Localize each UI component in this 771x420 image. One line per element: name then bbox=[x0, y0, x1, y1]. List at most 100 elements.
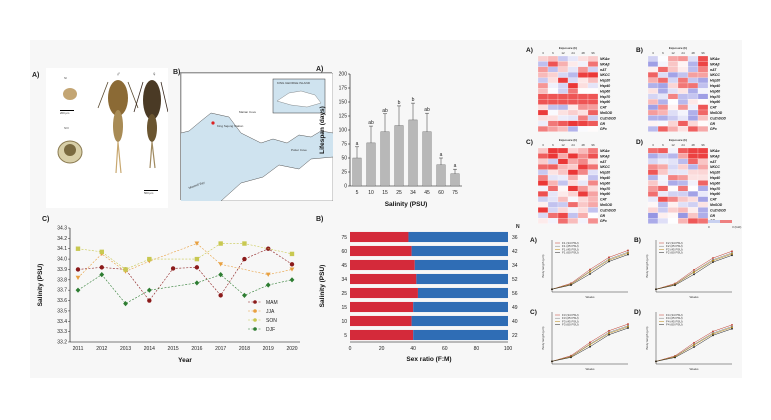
gene-label: NKAβ bbox=[710, 62, 719, 66]
heatmap-cell bbox=[687, 169, 699, 176]
heatmap-cell bbox=[547, 104, 559, 111]
heatmap-cell bbox=[577, 164, 589, 170]
heatmap-cell bbox=[557, 66, 569, 73]
hour-label: 48 bbox=[581, 51, 585, 55]
salinity-chart: 33.2 33.3 33.4 33.5 33.6 33.7 33.8 33.9 34.0 34.1… bbox=[37, 226, 300, 364]
x-tick-label: 45 bbox=[424, 190, 430, 196]
lifespan-bar bbox=[380, 131, 390, 187]
y-tick-label: 10 bbox=[341, 319, 347, 325]
heatmap-cell bbox=[687, 180, 699, 186]
heatmap-cell bbox=[647, 169, 659, 176]
hour-label: 24 bbox=[681, 51, 685, 55]
heatmap-cell bbox=[537, 180, 549, 186]
heatmap-cell bbox=[577, 201, 589, 208]
heatmap-cell bbox=[647, 174, 659, 181]
heatmap-cell bbox=[557, 169, 569, 176]
heatmap-cell bbox=[647, 180, 659, 186]
heatmap-cell bbox=[667, 126, 679, 132]
heatmap-cell bbox=[557, 55, 569, 62]
heatmap-cell bbox=[647, 99, 659, 105]
heatmap-cell bbox=[557, 126, 569, 132]
heatmap-cell bbox=[537, 72, 549, 78]
heatmap-cell bbox=[657, 109, 669, 116]
n-header: N bbox=[516, 224, 520, 230]
nauplius-tag: NI bbox=[64, 76, 67, 80]
y-axis-title: Body length (μm) bbox=[541, 255, 545, 278]
y-tick-label: 33.6 bbox=[57, 298, 67, 304]
heatmap-cell bbox=[687, 77, 699, 84]
growth-point bbox=[627, 323, 629, 325]
growth-point bbox=[712, 261, 714, 264]
gene-label: Hsp60 bbox=[710, 181, 720, 185]
legend-label: F3 (45 PSU) bbox=[562, 319, 579, 323]
y-tick-label: 33.8 bbox=[57, 277, 67, 283]
heatmap-cell bbox=[687, 99, 699, 105]
growth-point bbox=[712, 334, 714, 337]
heatmap-cell bbox=[667, 82, 679, 89]
legend-label: F1 (45 PSU) bbox=[562, 247, 579, 251]
heatmap-cell bbox=[697, 185, 709, 192]
legend-label: F4 (25 PSU) bbox=[666, 316, 683, 320]
heatmap-cell bbox=[657, 207, 669, 213]
growth-point bbox=[731, 323, 733, 326]
hour-label: 96 bbox=[701, 51, 705, 55]
heatmap-cell bbox=[537, 99, 549, 105]
heatmap-cell bbox=[587, 93, 599, 100]
growth-point bbox=[589, 270, 591, 273]
heatmap-cell bbox=[667, 158, 679, 165]
heatmap-cell bbox=[547, 207, 559, 213]
sexratio-chart: N 75 36 60 42 45 34 34 52 25 56 15 49 10 40 5 22 0 20 40 60 8… bbox=[319, 224, 520, 363]
heatmap-cell bbox=[587, 82, 599, 89]
heatmap-cell bbox=[567, 99, 579, 105]
x-tick-label: 2016 bbox=[191, 346, 202, 352]
gene-label: nAT bbox=[600, 68, 607, 72]
heatmap-cell bbox=[537, 55, 549, 62]
heatmap-cell bbox=[547, 66, 559, 73]
gene-label: CAT bbox=[600, 198, 608, 202]
legend-label: F2 (34 PSU) bbox=[666, 241, 683, 245]
scale-bar-small: 200 μm bbox=[60, 110, 74, 115]
heatmap-cell bbox=[687, 93, 699, 100]
heatmap-cell bbox=[567, 180, 579, 186]
heatmap-cell bbox=[657, 158, 669, 165]
heatmap-cell bbox=[697, 88, 709, 94]
heatmap-cell bbox=[537, 93, 549, 100]
legend-label: F1 (60 PSU) bbox=[562, 251, 579, 255]
heatmap-cell bbox=[647, 55, 659, 62]
heatmap-cell bbox=[687, 158, 699, 165]
hour-label: 96 bbox=[591, 143, 595, 147]
heatmap-cell bbox=[657, 174, 669, 181]
heatmap-cell bbox=[587, 109, 599, 116]
heatmap-cell bbox=[557, 82, 569, 89]
heatmap-cell bbox=[547, 180, 559, 186]
gene-label: NKAα bbox=[600, 149, 610, 153]
data-point bbox=[99, 249, 104, 255]
heatmap-cell bbox=[697, 147, 709, 154]
heatmap-cell bbox=[657, 164, 669, 170]
heatmap-cell bbox=[587, 180, 599, 186]
lifespan-bar bbox=[408, 119, 418, 187]
heatmap-cell bbox=[697, 201, 709, 208]
figure-sheet: A) NI NIII ♂ ♀ 200 μm 500 μm B) bbox=[30, 40, 742, 378]
heatmap-cell bbox=[587, 55, 599, 62]
x-axis-title: Weeks bbox=[689, 367, 699, 371]
hour-label: 48 bbox=[581, 143, 585, 147]
heatmap-cell bbox=[667, 88, 679, 94]
heatmap-cell bbox=[667, 66, 679, 73]
heatmap-cell bbox=[677, 109, 689, 116]
lifespan-bar bbox=[394, 125, 404, 187]
female-bar bbox=[350, 231, 409, 243]
heatmap-cell bbox=[567, 218, 579, 224]
legend-label: F4 (34 PSU) bbox=[666, 313, 683, 317]
data-point bbox=[75, 287, 81, 293]
gene-label: CuZnSOD bbox=[710, 208, 727, 212]
heatmap-cell bbox=[537, 82, 549, 89]
heatmap-cell bbox=[547, 164, 559, 170]
hour-label: 48 bbox=[691, 143, 695, 147]
gene-label: MnSOD bbox=[600, 203, 613, 207]
hour-label: 12 bbox=[671, 143, 675, 147]
gene-label: Hsp20 bbox=[600, 171, 610, 175]
growth-point bbox=[693, 269, 695, 271]
male-bar bbox=[416, 273, 508, 285]
heatmap-cell bbox=[667, 191, 679, 197]
